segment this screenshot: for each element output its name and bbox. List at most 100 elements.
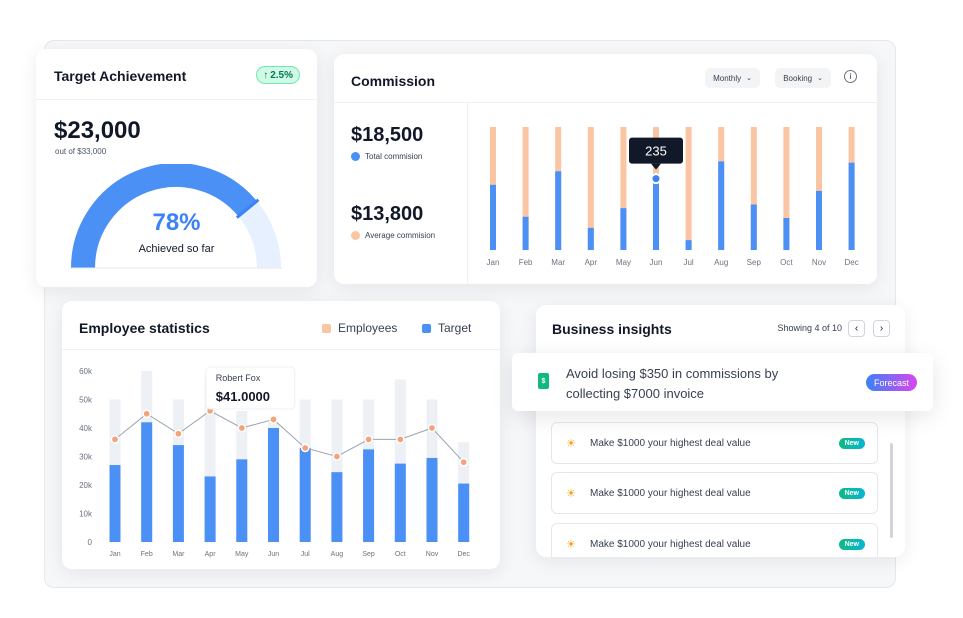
average-bar bbox=[587, 127, 594, 250]
lightbulb-icon: ☀ bbox=[566, 487, 576, 500]
gauge-fill bbox=[71, 164, 257, 269]
next-page-button[interactable]: › bbox=[873, 320, 890, 337]
y-tick-label: 40k bbox=[79, 424, 93, 433]
new-badge: New bbox=[838, 538, 865, 550]
x-tick-label: Jan bbox=[487, 258, 500, 267]
target-amount: $23,000 bbox=[54, 117, 141, 144]
x-tick-label: Oct bbox=[395, 551, 406, 558]
type-dropdown[interactable]: Booking ⌄ bbox=[775, 68, 831, 88]
achievement-gauge bbox=[70, 164, 282, 269]
highlight-point bbox=[650, 173, 662, 185]
employees-point bbox=[427, 423, 437, 433]
forecast-badge: Forecast bbox=[865, 374, 917, 391]
tooltip-pointer bbox=[651, 163, 661, 170]
x-tick-label: Dec bbox=[844, 258, 858, 267]
total-commission-value: $18,500 bbox=[351, 124, 424, 146]
employees-point bbox=[269, 415, 278, 424]
target-bar bbox=[426, 457, 438, 542]
target-bar bbox=[141, 422, 153, 542]
x-tick-label: Jul bbox=[683, 258, 693, 267]
average-bar bbox=[816, 127, 822, 250]
total-bar bbox=[783, 218, 790, 250]
average-bar bbox=[685, 127, 692, 250]
total-bar bbox=[685, 240, 692, 250]
employees-point bbox=[174, 429, 183, 439]
x-tick-label: Apr bbox=[205, 551, 217, 558]
insight-text: Make $1000 your highest deal value bbox=[590, 487, 751, 499]
total-bar bbox=[587, 227, 594, 250]
employees-point bbox=[110, 435, 120, 444]
total-commission-label: Total commision bbox=[351, 152, 422, 161]
target-out-of: out of $33,000 bbox=[55, 147, 107, 156]
x-tick-label: Aug bbox=[331, 551, 344, 558]
employees-point bbox=[364, 435, 373, 444]
tooltip-name: Robert Fox bbox=[216, 373, 261, 383]
y-tick-label: 10k bbox=[79, 510, 93, 519]
x-tick-label: Feb bbox=[141, 551, 153, 558]
vertical-divider bbox=[467, 102, 468, 284]
tooltip-value: $41.0000 bbox=[216, 389, 270, 404]
total-bar bbox=[331, 399, 343, 542]
employees-line bbox=[114, 410, 465, 463]
x-tick-label: Nov bbox=[812, 258, 826, 267]
x-tick-label: Sep bbox=[362, 551, 375, 558]
target-bar bbox=[299, 447, 311, 542]
insight-item[interactable]: ☀ Make $1000 your highest deal value New bbox=[551, 422, 878, 464]
divider bbox=[62, 349, 500, 350]
total-bar bbox=[750, 204, 757, 250]
chevron-down-icon: ⌄ bbox=[817, 75, 823, 82]
x-tick-label: May bbox=[616, 258, 631, 267]
divider bbox=[334, 102, 877, 103]
period-dropdown[interactable]: Monthly ⌄ bbox=[705, 68, 760, 88]
target-bar bbox=[204, 476, 216, 542]
chevron-left-icon: ‹ bbox=[854, 323, 859, 334]
target-bar bbox=[236, 459, 248, 542]
total-bar bbox=[555, 171, 562, 250]
lightbulb-icon: ☀ bbox=[566, 538, 576, 551]
tooltip-box bbox=[205, 366, 296, 410]
scrollbar[interactable] bbox=[890, 443, 893, 538]
average-commission-value: $13,800 bbox=[351, 203, 424, 225]
target-bar bbox=[331, 472, 343, 542]
insight-text: Make $1000 your highest deal value bbox=[590, 437, 751, 449]
insight-text: Make $1000 your highest deal value bbox=[590, 538, 751, 550]
x-tick-label: Jun bbox=[650, 258, 663, 267]
gauge-marker bbox=[235, 198, 260, 219]
y-tick-label: 0 bbox=[88, 538, 93, 547]
forecast-text: Avoid losing $350 in commissions by coll… bbox=[566, 366, 779, 401]
legend-employees-label: Employees bbox=[338, 321, 398, 335]
commission-title: Commission bbox=[351, 73, 436, 89]
tooltip-value: 235 bbox=[645, 144, 667, 159]
x-tick-label: Aug bbox=[714, 258, 728, 267]
info-icon[interactable]: i bbox=[844, 70, 857, 83]
insight-item[interactable]: ☀ Make $1000 your highest deal value New bbox=[551, 472, 878, 514]
x-tick-label: Sep bbox=[747, 258, 762, 267]
peach-dot bbox=[351, 231, 360, 240]
x-tick-label: Feb bbox=[519, 258, 533, 267]
prev-page-button[interactable]: ‹ bbox=[848, 320, 865, 337]
total-bar bbox=[522, 216, 529, 250]
forecast-insight[interactable]: $ Avoid losing $350 in commissions by co… bbox=[512, 353, 933, 411]
change-badge: ↑ 2.5% bbox=[256, 66, 300, 84]
change-value: 2.5% bbox=[270, 69, 293, 81]
divider bbox=[36, 99, 317, 100]
legend-employees: Employees bbox=[322, 321, 397, 335]
employees-point bbox=[459, 457, 469, 467]
business-insights-card: Business insights Showing 4 of 10 ‹ › ☀ … bbox=[536, 305, 905, 557]
blue-dot bbox=[351, 152, 360, 161]
insight-item[interactable]: ☀ Make $1000 your highest deal value New bbox=[551, 523, 878, 557]
total-bar bbox=[718, 161, 725, 250]
legend-swatch-target bbox=[422, 323, 431, 333]
x-tick-label: May bbox=[235, 551, 249, 558]
arrow-up-icon: ↑ bbox=[263, 69, 269, 81]
target-bar bbox=[363, 449, 375, 542]
total-bar bbox=[848, 162, 855, 250]
new-badge: New bbox=[838, 437, 865, 449]
average-bar bbox=[750, 127, 757, 250]
insights-title: Business insights bbox=[552, 321, 672, 337]
employee-title: Employee statistics bbox=[79, 320, 210, 336]
x-tick-label: Dec bbox=[457, 551, 470, 558]
invoice-icon: $ bbox=[538, 373, 549, 389]
employees-point bbox=[332, 452, 342, 461]
target-bar bbox=[458, 483, 470, 542]
